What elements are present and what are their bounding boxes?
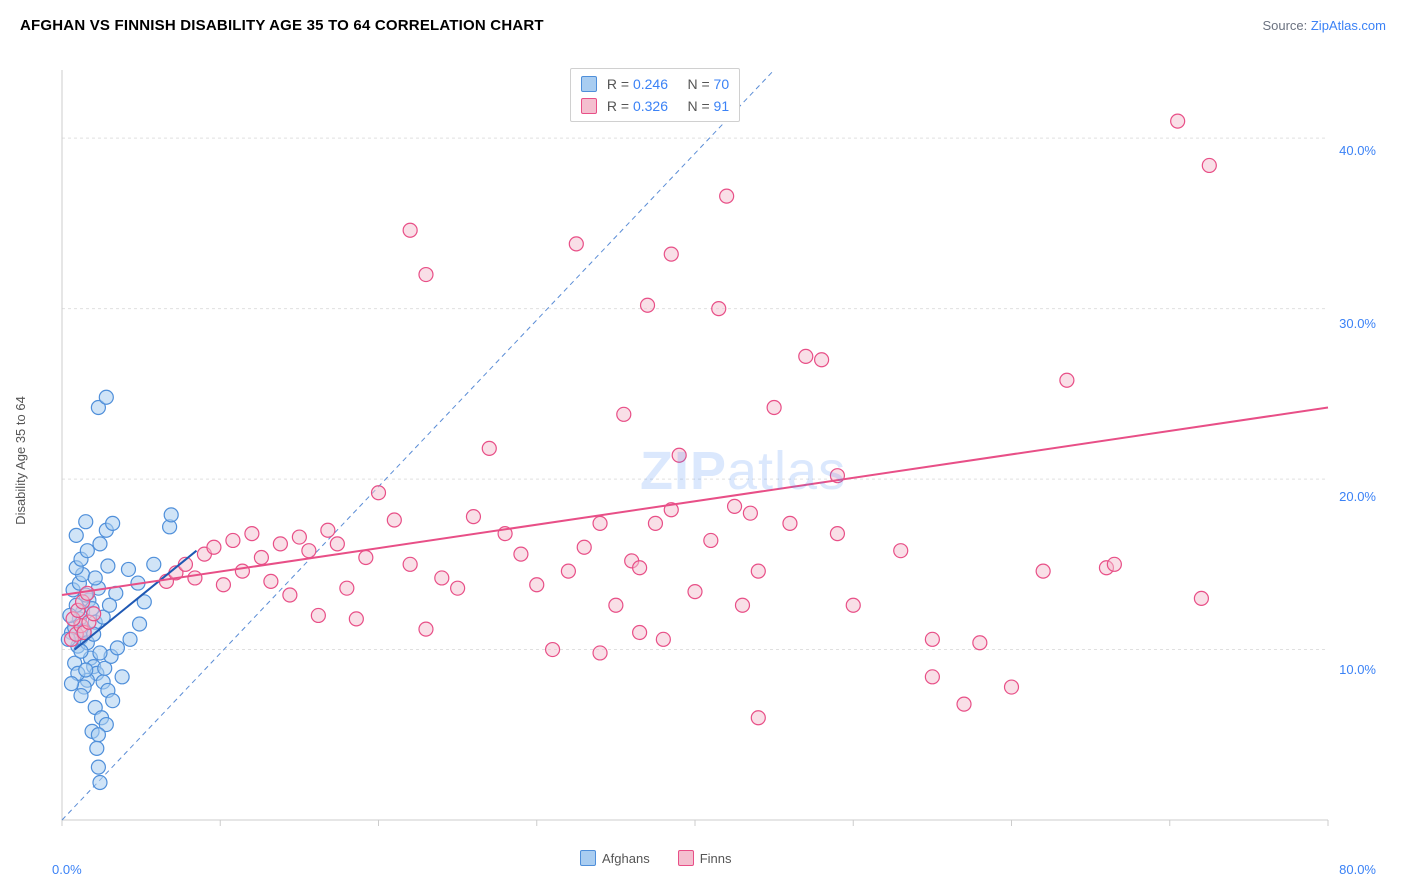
xtick-0: 0.0%: [52, 862, 82, 877]
legend-label-finns: Finns: [700, 851, 732, 866]
swatch-finns-icon: [678, 850, 694, 866]
n-label: N =: [687, 76, 709, 92]
ytick-30: 30.0%: [1339, 316, 1376, 331]
source-label: Source:: [1262, 18, 1310, 33]
watermark-bold: ZIP: [640, 441, 727, 501]
swatch-finns: [581, 98, 597, 114]
chart-container: AFGHAN VS FINNISH DISABILITY AGE 35 TO 6…: [0, 0, 1406, 892]
r-value-afghans: 0.246: [633, 76, 668, 92]
ytick-20: 20.0%: [1339, 489, 1376, 504]
r-label: R =: [607, 76, 629, 92]
n-value-afghans: 70: [714, 76, 730, 92]
n-value-finns: 91: [714, 98, 730, 114]
legend-item-afghans: Afghans: [580, 850, 650, 866]
y-axis-label: Disability Age 35 to 64: [13, 396, 28, 525]
ytick-10: 10.0%: [1339, 662, 1376, 677]
watermark: ZIPatlas: [640, 440, 846, 502]
watermark-light: atlas: [727, 441, 846, 501]
swatch-afghans: [581, 76, 597, 92]
series-legend: Afghans Finns: [580, 850, 732, 866]
xtick-80: 80.0%: [1339, 862, 1376, 877]
legend-label-afghans: Afghans: [602, 851, 650, 866]
legend-item-finns: Finns: [678, 850, 732, 866]
header: AFGHAN VS FINNISH DISABILITY AGE 35 TO 6…: [0, 0, 1406, 50]
stats-row-afghans: R = 0.246 N = 70: [581, 73, 729, 95]
stats-legend: R = 0.246 N = 70 R = 0.326 N = 91: [570, 68, 740, 122]
chart-title: AFGHAN VS FINNISH DISABILITY AGE 35 TO 6…: [20, 17, 544, 34]
ytick-40: 40.0%: [1339, 143, 1376, 158]
source-attribution: Source: ZipAtlas.com: [1262, 18, 1386, 33]
r-value-finns: 0.326: [633, 98, 668, 114]
stats-row-finns: R = 0.326 N = 91: [581, 95, 729, 117]
y-axis-label-container: Disability Age 35 to 64: [0, 60, 40, 860]
source-value: ZipAtlas.com: [1311, 18, 1386, 33]
n-label: N =: [687, 98, 709, 114]
swatch-afghans-icon: [580, 850, 596, 866]
r-label: R =: [607, 98, 629, 114]
